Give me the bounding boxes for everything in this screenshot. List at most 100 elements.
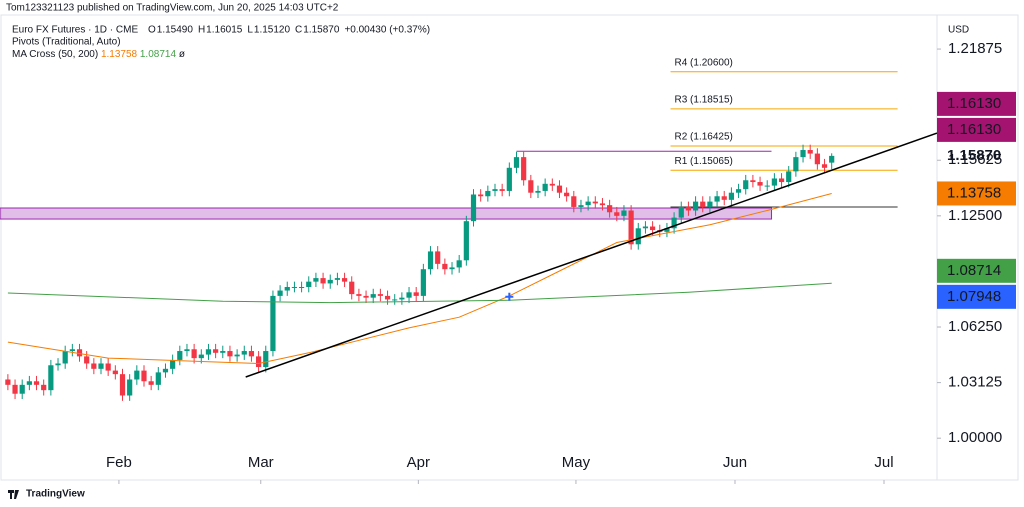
candle-body [141, 370, 147, 382]
candle-body [442, 263, 448, 270]
ohlc-key: H [198, 25, 205, 36]
x-tick-label: May [562, 454, 591, 471]
candle-body [435, 251, 441, 264]
candle-body [642, 226, 649, 229]
candle-body [635, 228, 641, 245]
candle-body [463, 221, 469, 261]
candle-body [69, 349, 75, 352]
marker [505, 292, 514, 301]
candle-body [513, 157, 520, 168]
y-tick-label: 1.00000 [948, 429, 1002, 446]
plot: R4 (1.20600) R3 (1.18515) R2 (1.16425) R1 (… [0, 57, 937, 401]
brand: TradingView [26, 489, 85, 500]
candle-body [234, 354, 240, 357]
candle-body [420, 269, 426, 296]
ohlc-key: C [295, 25, 302, 36]
candle-body [664, 228, 670, 232]
candle-body [62, 351, 68, 364]
x-tick-label: Apr [407, 454, 430, 471]
candle-body [793, 157, 799, 172]
x-tick-label: Jul [874, 454, 893, 471]
candle-body [241, 351, 247, 355]
candle-body [291, 286, 298, 288]
candle-body [5, 379, 11, 385]
candle-body [213, 349, 219, 353]
price-tag-label: 1.07948 [947, 288, 1001, 305]
candle-body [91, 363, 97, 369]
candle-body [678, 206, 684, 218]
candle-body [205, 349, 212, 355]
candle-body [298, 286, 305, 288]
candle-body [485, 190, 491, 197]
price-tag-label: 1.08714 [947, 262, 1001, 279]
ohlc-value: 1.15120 [254, 25, 291, 36]
x-tick-label: Mar [248, 454, 274, 471]
candle-body [735, 189, 742, 193]
candle-body [556, 185, 563, 193]
x-tick-label: Feb [106, 454, 132, 471]
candle-body [48, 365, 54, 391]
candle-body [571, 196, 577, 207]
candle-body [320, 278, 326, 284]
candle-body [134, 370, 140, 380]
candle-body [585, 201, 591, 206]
price-tag [937, 117, 1016, 142]
frame [0, 14, 1019, 481]
y-tick-label: 1.15625 [948, 151, 1002, 168]
candle-body [621, 210, 627, 216]
candle-body [105, 363, 111, 371]
candle-body [492, 189, 498, 191]
ma-fast: 1.13758 [101, 49, 138, 60]
pivot-label: R1 (1.15065) [675, 156, 733, 167]
candle-body [714, 196, 720, 202]
candle-body [84, 356, 90, 364]
ma-legend: MA Cross (50, 200) 1.13758 1.08714 ø [12, 49, 185, 60]
pivot-label: R2 (1.16425) [675, 132, 733, 143]
ohlc-value: 1.15870 [303, 25, 340, 36]
candle-body [829, 155, 835, 163]
candle-body [592, 201, 598, 204]
candle-body [248, 351, 255, 357]
candle-body [470, 194, 477, 222]
candle-body [821, 164, 828, 168]
candle-body [542, 183, 548, 191]
change: +0.00430 (+0.37%) [344, 25, 430, 36]
candle-body [306, 281, 312, 287]
candle-body [256, 356, 262, 368]
candle-body [191, 349, 197, 359]
candle-body [220, 351, 226, 353]
candle-body [76, 349, 83, 357]
candle-body [227, 351, 233, 357]
price-tag [937, 181, 1016, 206]
candle-body [499, 189, 505, 191]
candle-body [721, 196, 727, 200]
candle-body [814, 153, 820, 165]
pivot-label: R4 (1.20600) [675, 57, 733, 68]
ohlc-value: 1.15490 [157, 25, 194, 36]
zone [0, 207, 773, 220]
candle-body [506, 167, 512, 191]
ohlc-key: L [247, 25, 253, 36]
ma-slow: 1.08714 [140, 49, 177, 60]
y-tick-label: 1.03125 [948, 374, 1002, 391]
candle-body [750, 180, 756, 183]
candle-body [449, 267, 455, 270]
price-tag-label: 1.13758 [947, 184, 1001, 201]
candle-body [177, 351, 183, 360]
currency: USD [948, 25, 969, 36]
y-tick-label: 1.21875 [948, 40, 1002, 57]
candle-body [671, 217, 677, 229]
ma-name: MA Cross (50, 200) [12, 49, 98, 60]
price-tag [937, 284, 1016, 309]
indicator-line [245, 132, 937, 378]
candle-body [800, 150, 806, 158]
x-tick-label: Jun [723, 454, 747, 471]
candle-body [327, 279, 333, 284]
candle-body [535, 190, 541, 193]
indicator-line [7, 193, 832, 365]
candle-body [650, 226, 656, 231]
candle-body [757, 182, 763, 186]
candle-body [707, 201, 713, 207]
